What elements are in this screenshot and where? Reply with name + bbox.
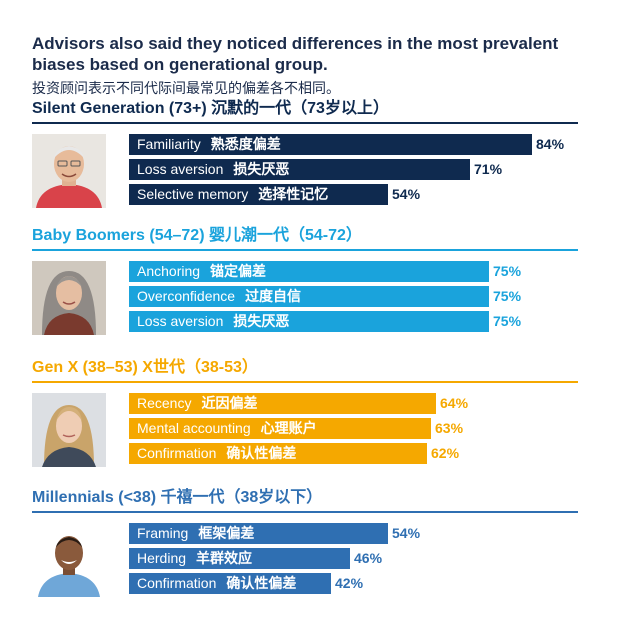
chart-subheading: 投资顾问表示不同代际间最常见的偏差各不相同。 — [32, 80, 340, 96]
group-title-silent: Silent Generation (73+) 沉默的一代（73岁以上） — [32, 100, 389, 117]
group-divider-genx — [32, 381, 578, 383]
bar-millennials-3: Confirmation 确认性偏差 — [129, 573, 331, 594]
blonde-woman-photo — [32, 393, 106, 467]
group-boomers: Baby Boomers (54–72) 婴儿潮一代（54-72） Anchor… — [32, 226, 578, 335]
bar-label-zh: 羊群效应 — [196, 550, 253, 566]
older-man-photo — [32, 134, 106, 208]
chart-heading: Advisors also said they noticed differen… — [32, 34, 559, 74]
bar-boomers-3: Loss aversion 损失厌恶 — [129, 311, 489, 332]
bar-boomers-1: Anchoring 锚定偏差 — [129, 261, 489, 282]
group-divider-millennials — [32, 511, 578, 513]
value-label: 54% — [392, 186, 421, 202]
bar-label: Loss aversion — [137, 313, 224, 329]
group-genx: Gen X (38–53) X世代（38-53） Recency 近因偏差 64% M… — [32, 358, 578, 467]
value-label: 75% — [493, 288, 522, 304]
bar-label-zh: 框架偏差 — [198, 525, 255, 541]
group-title-boomers: Baby Boomers (54–72) 婴儿潮一代（54-72） — [32, 227, 362, 244]
bar-label: Confirmation — [137, 575, 217, 591]
bar-label-zh: 选择性记忆 — [258, 186, 329, 202]
bar-millennials-1: Framing 框架偏差 — [129, 523, 388, 544]
bar-label-zh: 确认性偏差 — [226, 575, 297, 591]
bar-label-zh: 近因偏差 — [201, 395, 258, 411]
bar-genx-3: Confirmation 确认性偏差 — [129, 443, 427, 464]
value-label: 63% — [435, 420, 464, 436]
group-title-genx: Gen X (38–53) X世代（38-53） — [32, 359, 258, 376]
group-divider-silent — [32, 122, 578, 124]
bar-label: Familiarity — [137, 136, 201, 152]
bar-label: Mental accounting — [137, 420, 251, 436]
group-divider-boomers — [32, 249, 578, 251]
value-label: 42% — [335, 575, 364, 591]
value-label: 75% — [493, 263, 522, 279]
group-millennials: Millennials (<38) 千禧一代（38岁以下） Framing 框架偏… — [32, 488, 578, 597]
bar-label-zh: 熟悉度偏差 — [210, 136, 281, 152]
bar-silent-2: Loss aversion 损失厌恶 — [129, 159, 470, 180]
bar-label: Anchoring — [137, 263, 201, 279]
bar-label: Herding — [137, 550, 187, 566]
value-label: 54% — [392, 525, 421, 541]
bar-boomers-2: Overconfidence 过度自信 — [129, 286, 489, 307]
gray-haired-woman-photo — [32, 261, 106, 335]
value-label: 64% — [440, 395, 469, 411]
value-label: 84% — [536, 136, 565, 152]
bar-label-zh: 锚定偏差 — [210, 263, 267, 279]
bar-label: Selective memory — [137, 186, 249, 202]
bar-silent-3: Selective memory 选择性记忆 — [129, 184, 388, 205]
bar-genx-1: Recency 近因偏差 — [129, 393, 436, 414]
bar-label-zh: 确认性偏差 — [226, 445, 297, 461]
value-label: 62% — [431, 445, 460, 461]
bar-label: Framing — [137, 525, 189, 541]
bar-label: Loss aversion — [137, 161, 224, 177]
group-title-millennials: Millennials (<38) 千禧一代（38岁以下） — [32, 489, 323, 506]
value-label: 71% — [474, 161, 503, 177]
bar-label-zh: 损失厌恶 — [233, 313, 290, 329]
bar-silent-1: Familiarity 熟悉度偏差 — [129, 134, 532, 155]
bar-label-zh: 过度自信 — [245, 288, 302, 304]
bar-label: Overconfidence — [137, 288, 236, 304]
bar-label: Confirmation — [137, 445, 217, 461]
young-man-photo — [32, 523, 106, 597]
bar-label: Recency — [137, 395, 192, 411]
bar-label-zh: 心理账户 — [260, 420, 317, 436]
bar-genx-2: Mental accounting 心理账户 — [129, 418, 431, 439]
bar-label-zh: 损失厌恶 — [233, 161, 290, 177]
value-label: 75% — [493, 313, 522, 329]
bar-millennials-2: Herding 羊群效应 — [129, 548, 350, 569]
group-silent: Silent Generation (73+) 沉默的一代（73岁以上） Fam… — [32, 99, 578, 208]
value-label: 46% — [354, 550, 383, 566]
